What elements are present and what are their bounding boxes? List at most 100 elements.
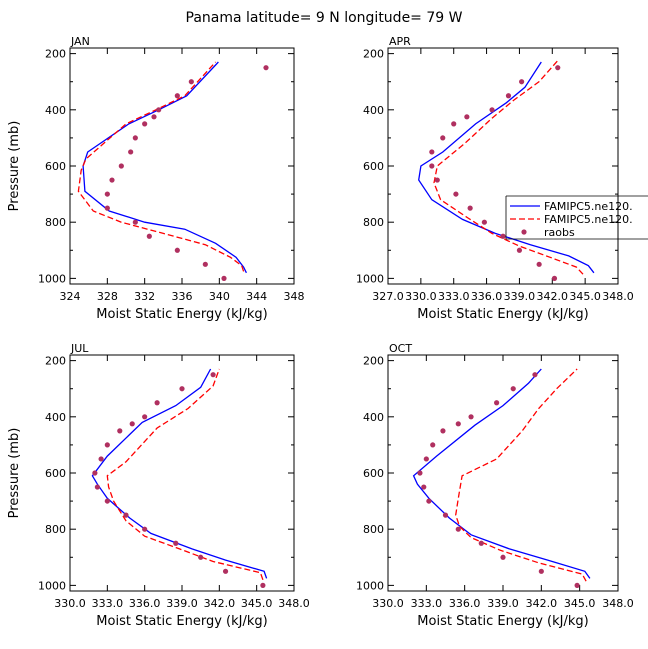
x-tick-label: 339.0 (166, 597, 198, 610)
raobs-point (151, 114, 157, 120)
plot-area (91, 368, 268, 588)
panel-jul: JUL 200 400 600 800 1000 330.0 333.0 336.0 339.0 3… (7, 342, 310, 629)
raobs-point (146, 233, 152, 239)
x-tick-label: 336 (172, 290, 193, 303)
model-line-solid (82, 61, 247, 274)
x-tick-label: 332 (134, 290, 155, 303)
x-tick-label: 345.0 (569, 290, 601, 303)
raobs-point (532, 372, 538, 378)
raobs-point (179, 386, 185, 392)
x-tick-label: 333.0 (92, 597, 124, 610)
raobs-point (109, 177, 115, 183)
x-tick-label: 339.0 (487, 597, 519, 610)
legend-raobs-marker (521, 229, 527, 235)
y-tick-label: 200 (363, 48, 384, 61)
panel-title: JUL (70, 342, 89, 355)
x-axis-label: Moist Static Energy (kJ/kg) (417, 307, 588, 322)
raobs-point (478, 540, 484, 546)
y-tick-label: 400 (45, 104, 66, 117)
raobs-point (128, 149, 134, 155)
x-tick-label: 333.0 (438, 290, 470, 303)
x-axis-label: Moist Static Energy (kJ/kg) (96, 614, 267, 629)
x-tick-label: 330.0 (372, 597, 404, 610)
panel-title: JAN (70, 35, 90, 48)
model-line-dashed (455, 368, 587, 582)
raobs-point (188, 79, 194, 85)
raobs-point (260, 582, 266, 588)
x-tick-label: 330.0 (54, 597, 86, 610)
y-axis-label: Pressure (mb) (7, 121, 22, 212)
panel-jan: JAN 200 400 600 800 1000 324 328 332 336 340 344 348… (7, 35, 305, 322)
raobs-point (468, 414, 474, 420)
raobs-point (129, 421, 135, 427)
y-tick-label: 400 (363, 104, 384, 117)
x-tick-label: 348.0 (278, 597, 310, 610)
y-tick-label: 600 (363, 160, 384, 173)
raobs-point (426, 498, 432, 504)
x-tick-label: 340 (209, 290, 230, 303)
panel-title: OCT (389, 342, 412, 355)
plot-area (412, 368, 591, 588)
model-line-dashed (77, 61, 245, 272)
plot-area (418, 60, 595, 281)
raobs-point (117, 428, 123, 434)
y-tick-label: 1000 (356, 579, 384, 592)
raobs-point (538, 568, 544, 574)
y-tick-label: 200 (45, 48, 66, 61)
x-tick-label: 342.0 (526, 597, 558, 610)
model-line-solid (418, 61, 595, 274)
x-axis-label: Moist Static Energy (kJ/kg) (417, 614, 588, 629)
raobs-point (429, 163, 435, 169)
raobs-point (142, 526, 148, 532)
raobs-point (494, 400, 500, 406)
raobs-point (500, 233, 506, 239)
raobs-point (536, 261, 542, 267)
x-tick-label: 328 (97, 290, 118, 303)
raobs-point (453, 191, 459, 197)
y-tick-label: 1000 (38, 272, 66, 285)
raobs-point (551, 275, 558, 281)
raobs-point (202, 261, 208, 267)
model-line-dashed (433, 60, 584, 275)
legend-label: raobs (544, 226, 575, 239)
x-tick-label: 344 (246, 290, 267, 303)
raobs-point (423, 456, 429, 462)
x-tick-label: 336.0 (471, 290, 503, 303)
raobs-point (464, 114, 470, 120)
y-tick-label: 800 (363, 216, 384, 229)
raobs-point (516, 247, 523, 253)
raobs-point (221, 275, 227, 281)
y-axis-label: Pressure (mb) (7, 428, 22, 519)
raobs-point (104, 442, 110, 448)
model-line-solid (91, 368, 268, 579)
raobs-point (489, 107, 495, 113)
raobs-point (142, 414, 148, 420)
x-tick-label: 336.0 (129, 597, 161, 610)
raobs-point (440, 428, 446, 434)
raobs-point (434, 177, 440, 183)
raobs-point (210, 372, 216, 378)
legend-label: FAMIPC5.ne120. (544, 213, 633, 226)
y-tick-label: 400 (45, 411, 66, 424)
panels: JAN 200 400 600 800 1000 324 328 332 336 340 344 348… (7, 35, 634, 629)
x-tick-label: 345.0 (564, 597, 596, 610)
raobs-point (132, 219, 138, 225)
x-tick-label: 345.0 (241, 597, 273, 610)
raobs-point (92, 470, 98, 476)
raobs-point (104, 498, 110, 504)
raobs-point (510, 386, 516, 392)
raobs-point (198, 554, 204, 560)
y-tick-label: 800 (45, 216, 66, 229)
x-tick-label: 324 (60, 290, 81, 303)
raobs-point (104, 191, 110, 197)
raobs-point (173, 540, 179, 546)
y-tick-label: 1000 (38, 579, 66, 592)
model-line-solid (412, 368, 591, 579)
x-tick-label: 342.0 (204, 597, 236, 610)
legend: FAMIPC5.ne120.FAMIPC5.ne120.raobs (505, 195, 648, 240)
raobs-point (174, 93, 180, 99)
raobs-point (467, 205, 473, 211)
x-tick-label: 342.0 (537, 290, 569, 303)
x-tick-label: 339.0 (504, 290, 536, 303)
